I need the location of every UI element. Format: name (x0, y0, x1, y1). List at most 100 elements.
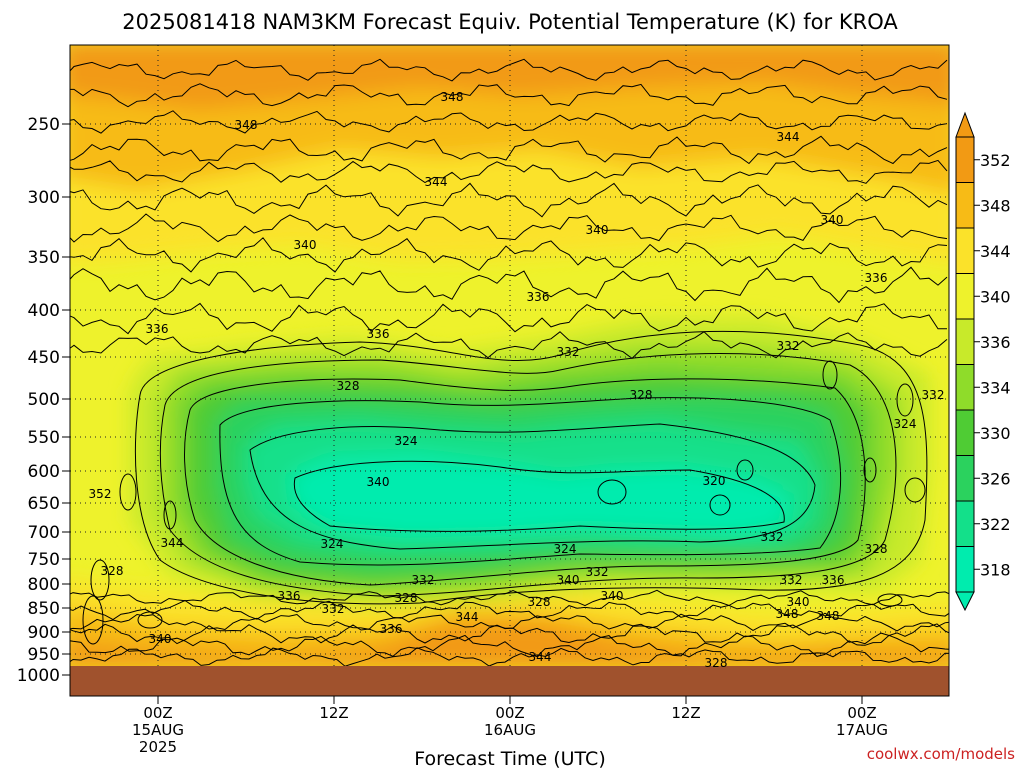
y-tick-label-300: 300 (28, 188, 60, 208)
colorbar-label-322: 322 (980, 515, 1011, 534)
y-tick-label-750: 750 (28, 550, 60, 570)
y-tick-label-350: 350 (28, 248, 60, 268)
contour-label-320: 320 (703, 474, 726, 488)
contour-upper-4 (70, 159, 948, 184)
contour-upper-5 (70, 182, 948, 218)
svg-text:340: 340 (367, 475, 390, 489)
svg-text:324: 324 (894, 417, 917, 431)
contour-label-340: 340 (586, 223, 609, 237)
svg-text:328: 328 (101, 564, 124, 578)
field-region-318-11 (290, 455, 790, 536)
svg-text:348: 348 (441, 90, 464, 104)
svg-text:336: 336 (865, 271, 888, 285)
contour-loop-1 (163, 500, 177, 530)
contour-label-344: 344 (425, 175, 448, 189)
contour-label-328: 328 (101, 564, 124, 578)
svg-text:336: 336 (146, 322, 169, 336)
contour-label-344: 344 (777, 130, 800, 144)
svg-text:328: 328 (395, 591, 418, 605)
colorbar: 352 348 344 340 336 334 330 326 322 318 (955, 111, 1011, 612)
contour-label-332: 332 (412, 573, 435, 587)
contour-loop-3 (82, 595, 104, 645)
colorbar-label-344: 344 (980, 242, 1011, 261)
svg-text:340: 340 (787, 595, 810, 609)
contour-label-336: 336 (380, 622, 403, 636)
colorbar-top-arrow (955, 111, 975, 138)
colorbar-swatch-336 (955, 318, 975, 365)
svg-text:332: 332 (557, 345, 580, 359)
contour-label-328: 328 (630, 388, 653, 402)
contour-loop-2 (90, 559, 110, 601)
contour-label-348: 348 (235, 118, 258, 132)
y-tick-label-250: 250 (28, 115, 60, 135)
svg-text:332: 332 (777, 339, 800, 353)
contour-label-340: 340 (787, 595, 810, 609)
svg-text:336: 336 (527, 290, 550, 304)
contour-ring-4 (249, 423, 816, 550)
svg-text:324: 324 (321, 537, 344, 551)
svg-text:344: 344 (529, 650, 552, 664)
contour-label-336: 336 (527, 290, 550, 304)
svg-text:324: 324 (554, 542, 577, 556)
contour-labels: 348 348 344 344 340 340 340 336 336 336 332 332 332 3… (89, 90, 945, 670)
field-region-352-2 (70, 45, 949, 110)
contour-label-336: 336 (865, 271, 888, 285)
contour-label-324: 324 (894, 417, 917, 431)
contour-upper-7 (70, 237, 948, 273)
plot-area (70, 45, 949, 696)
contour-loop-8 (904, 477, 926, 503)
y-tick-label-400: 400 (28, 301, 60, 321)
svg-text:340: 340 (149, 632, 172, 646)
y-tick-label-600: 600 (28, 462, 60, 482)
contour-label-348: 348 (441, 90, 464, 104)
y-tick-label-850: 850 (28, 599, 60, 619)
contour-label-324: 324 (321, 537, 344, 551)
contour-upper-6 (70, 213, 948, 243)
contour-label-332: 332 (586, 565, 609, 579)
colorbar-label-340: 340 (980, 287, 1011, 306)
contour-label-344: 344 (529, 650, 552, 664)
contour-label-324: 324 (554, 542, 577, 556)
contour-ring-3 (219, 397, 842, 566)
contour-upper-1 (70, 83, 948, 108)
y-tick-label-800: 800 (28, 575, 60, 595)
contour-lower-4 (70, 634, 949, 658)
contour-loop-12 (877, 593, 903, 607)
contour-upper-10 (70, 331, 948, 360)
colorbar-swatch-352 (955, 136, 975, 183)
x-axis-label: Forecast Time (UTC) (414, 748, 605, 768)
colorbar-swatch-318 (955, 546, 975, 593)
svg-text:324: 324 (395, 434, 418, 448)
svg-text:344: 344 (456, 610, 479, 624)
contour-label-328: 328 (395, 591, 418, 605)
svg-text:332: 332 (922, 388, 945, 402)
x-tick-label-2-1: 16AUG (484, 721, 536, 739)
contour-label-324: 324 (395, 434, 418, 448)
contour-label-340: 340 (821, 213, 844, 227)
contour-label-348: 348 (776, 607, 799, 621)
contour-label-340: 340 (601, 589, 624, 603)
contour-label-328: 328 (865, 542, 888, 556)
colorbar-swatch-326 (955, 455, 975, 502)
contour-upper-8 (70, 266, 948, 304)
contour-label-328: 328 (337, 379, 360, 393)
x-tick-label-1-0: 12Z (319, 704, 348, 722)
svg-text:336: 336 (380, 622, 403, 636)
contour-label-332: 332 (780, 573, 803, 587)
svg-text:344: 344 (425, 175, 448, 189)
contour-label-344: 344 (161, 536, 184, 550)
theta-e-field (70, 45, 949, 696)
x-tick-label-3-0: 12Z (671, 704, 700, 722)
svg-text:328: 328 (337, 379, 360, 393)
contour-loop-11 (137, 611, 163, 629)
y-tick-label-550: 550 (28, 428, 60, 448)
svg-text:340: 340 (294, 238, 317, 252)
contour-lower-1 (70, 599, 949, 621)
contour-label-352: 352 (89, 487, 112, 501)
contour-label-332: 332 (777, 339, 800, 353)
contour-lower-0 (70, 589, 949, 607)
svg-text:332: 332 (412, 573, 435, 587)
svg-text:328: 328 (528, 595, 551, 609)
